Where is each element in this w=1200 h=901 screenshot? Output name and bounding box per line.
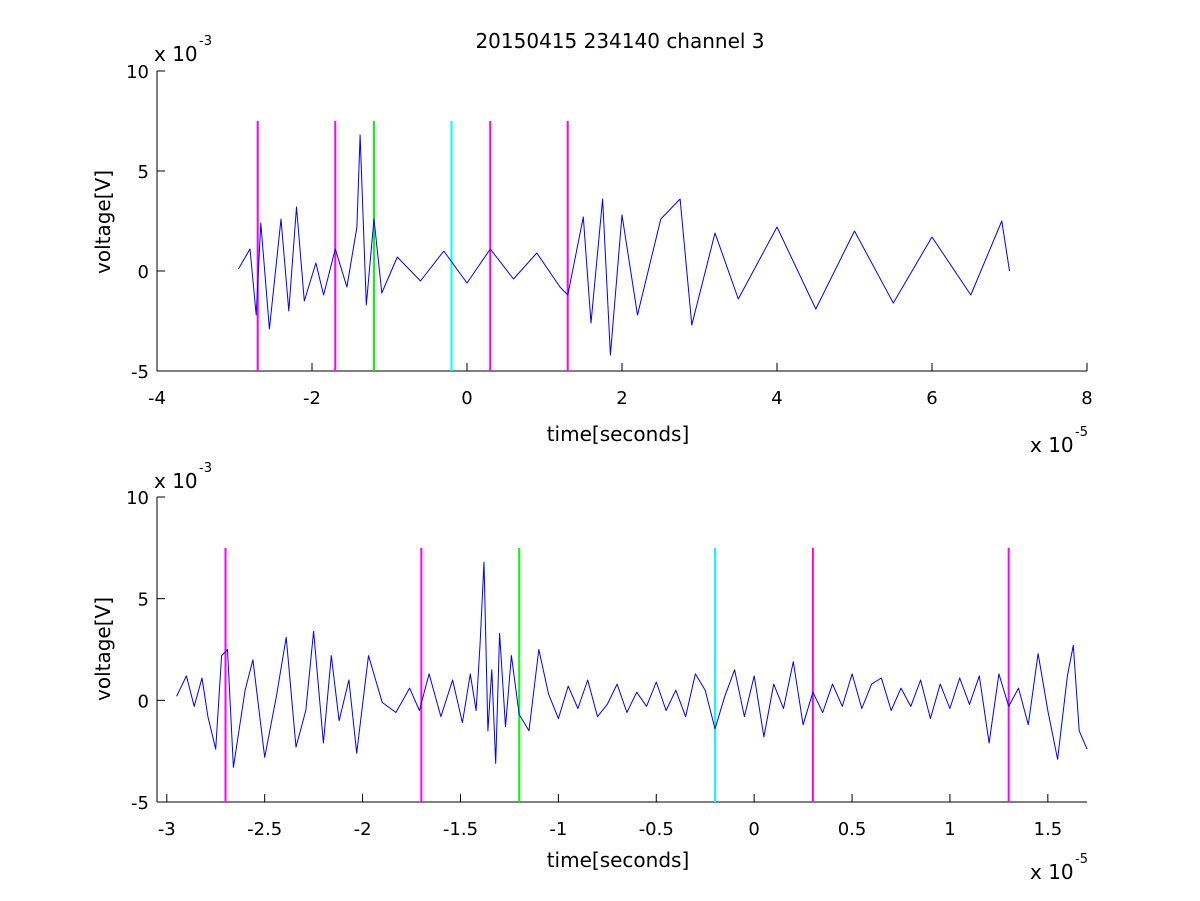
bottom-plot-x-tick-label: 0.5 — [838, 819, 867, 840]
bottom-plot-event-markers — [224, 547, 1010, 802]
top-plot-y-scale-exponent: -3 — [199, 34, 212, 49]
bottom-plot-y-scale-text: x 10 — [154, 469, 198, 493]
bottom-plot-x-tick-label: -1.5 — [443, 819, 478, 840]
top-plot-x-tick-label: 4 — [771, 388, 782, 409]
bottom-plot-ticks: -3 -2.5 -2 -1.5 -1 -0.5 0 0.5 1 1.5 -5 0 5 10 — [126, 488, 1062, 840]
bottom-plot-x-tick-label: -2.5 — [247, 819, 282, 840]
bottom-plot-y-tick-label: -5 — [131, 793, 149, 814]
top-plot-ticks: -4 -2 0 2 4 6 8 -5 0 5 10 — [126, 62, 1093, 409]
bottom-plot: x 10 -3 -3 -2.5 -2 -1.5 -1 -0.5 0 0.5 1 1.5 -5 0 5 10… — [91, 461, 1088, 884]
top-plot-x-tick-label: 8 — [1081, 388, 1092, 409]
bottom-plot-y-axis-label: voltage[V] — [91, 597, 115, 701]
top-plot-y-tick-label: 10 — [126, 62, 149, 83]
top-plot-y-tick-label: 0 — [138, 262, 149, 283]
bottom-plot-y-tick-label: 10 — [126, 488, 149, 509]
bottom-plot-y-scale-label: x 10 -3 — [154, 461, 212, 493]
top-plot-x-tick-label: 6 — [926, 388, 937, 409]
bottom-plot-series — [176, 561, 1088, 768]
bottom-plot-x-tick-label: 1.5 — [1034, 819, 1063, 840]
bottom-plot-x-tick-label: -2 — [354, 819, 372, 840]
top-plot-y-tick-label: -5 — [131, 362, 149, 383]
bottom-plot-x-scale-text: x 10 — [1030, 860, 1074, 884]
top-plot-x-scale-label: x 10 -5 — [1030, 425, 1088, 457]
top-plot-x-scale-text: x 10 — [1030, 433, 1074, 457]
top-plot-x-tick-label: 0 — [461, 388, 472, 409]
top-plot: 20150415 234140 channel 3 x 10 -3 -4 -2 0 2… — [91, 29, 1093, 457]
bottom-plot-axes — [156, 497, 1087, 803]
bottom-plot-series-line-0 — [176, 561, 1088, 768]
top-plot-x-scale-exponent: -5 — [1075, 425, 1088, 440]
bottom-plot-x-tick-label: 1 — [944, 819, 955, 840]
top-plot-y-scale-text: x 10 — [154, 42, 198, 66]
top-plot-x-tick-label: 2 — [616, 388, 627, 409]
top-plot-x-axis-label: time[seconds] — [547, 422, 690, 446]
bottom-plot-y-tick-label: 0 — [138, 691, 149, 712]
top-plot-title: 20150415 234140 channel 3 — [475, 29, 764, 53]
bottom-plot-x-tick-label: 0 — [748, 819, 759, 840]
bottom-plot-y-scale-exponent: -3 — [199, 461, 212, 476]
top-plot-series-line-0 — [237, 134, 1010, 356]
top-plot-y-tick-label: 5 — [138, 162, 149, 183]
bottom-plot-x-scale-label: x 10 -5 — [1030, 852, 1088, 884]
top-plot-x-tick-label: -4 — [148, 388, 166, 409]
top-plot-event-markers — [256, 121, 569, 371]
top-plot-y-axis-label: voltage[V] — [91, 170, 115, 274]
top-plot-series — [237, 134, 1010, 356]
bottom-plot-x-axis-label: time[seconds] — [547, 848, 690, 872]
top-plot-y-scale-label: x 10 -3 — [154, 34, 212, 66]
bottom-plot-x-tick-label: -0.5 — [639, 819, 674, 840]
bottom-plot-y-tick-label: 5 — [138, 590, 149, 611]
top-plot-x-tick-label: -2 — [303, 388, 321, 409]
bottom-plot-x-scale-exponent: -5 — [1075, 852, 1088, 867]
bottom-plot-x-tick-label: -1 — [549, 819, 567, 840]
bottom-plot-x-tick-label: -3 — [158, 819, 176, 840]
